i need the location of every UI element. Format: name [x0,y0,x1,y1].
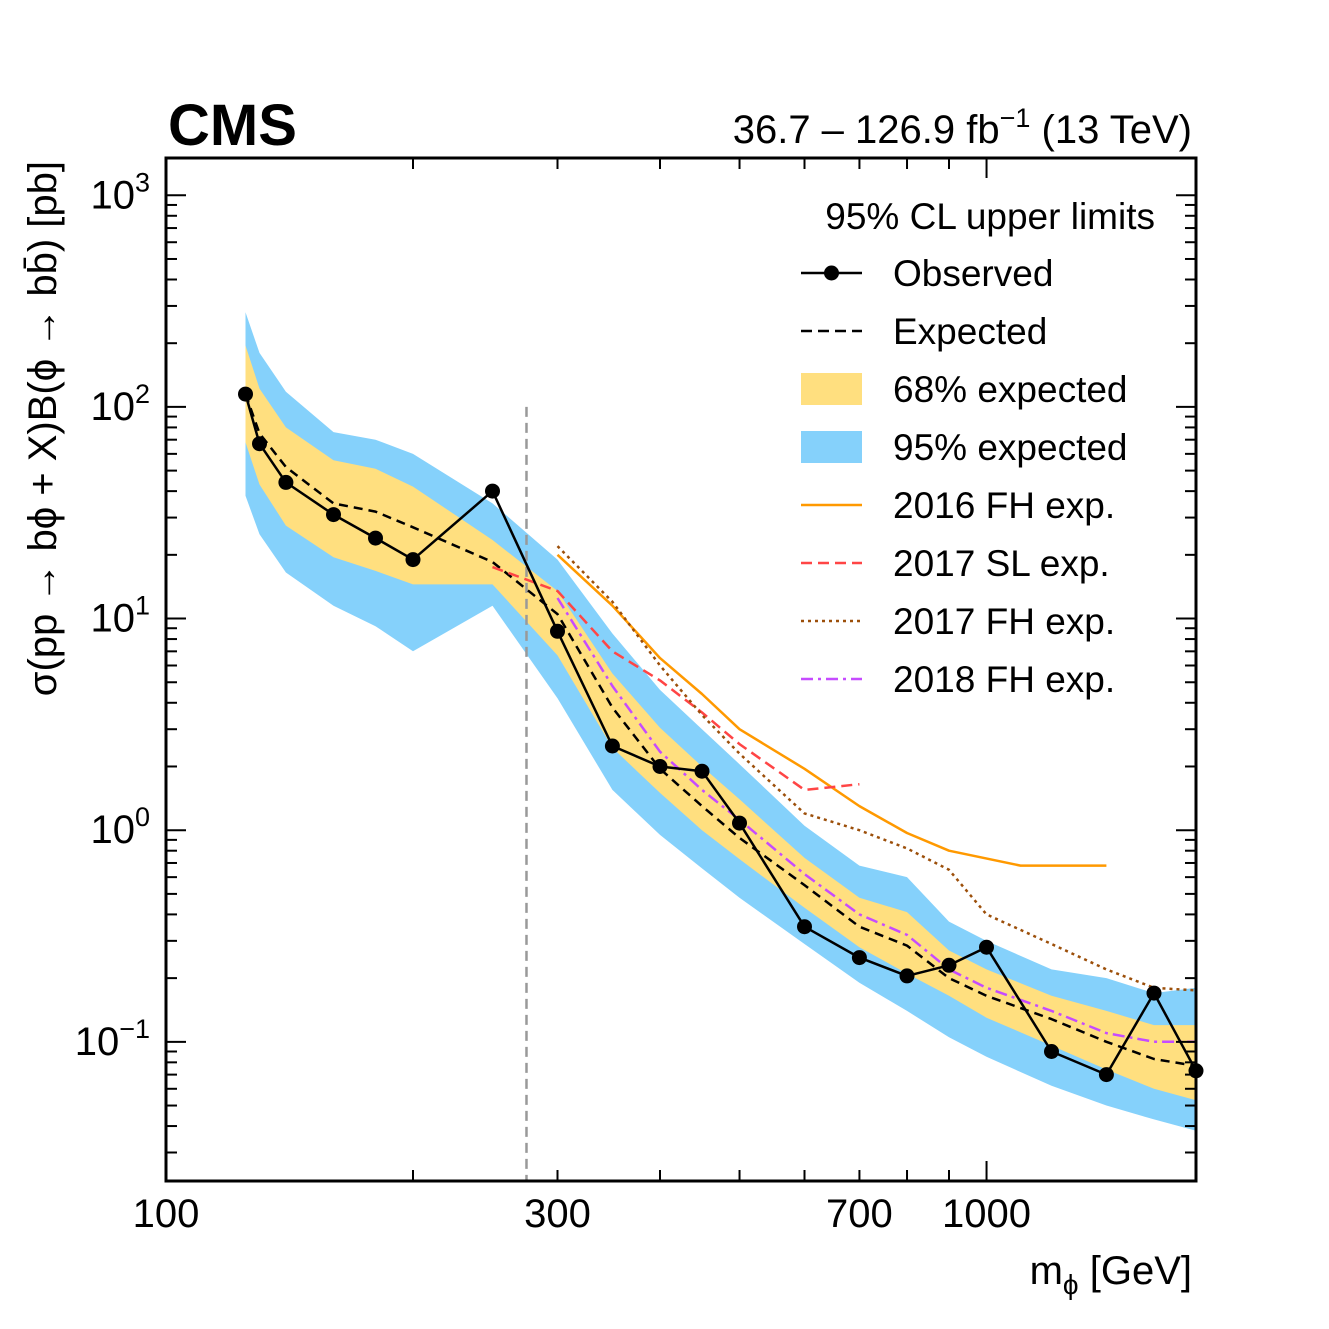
legend-label-band95: 95% expected [893,427,1128,468]
band68-band [245,345,1196,1101]
observed-point [899,968,915,984]
fh2016-line [556,553,1107,867]
legend-marker-observed [824,265,839,281]
plot-frame [164,156,1198,1183]
y-tick-label: 10−1 [75,1014,150,1064]
x-tick-label: 700 [826,1192,893,1236]
legend: 95% CL upper limits Observed Expected 68% … [801,196,1155,700]
axis-tick-labels: 100 300 700 1000 10−1 100 101 102 103 [75,167,1031,1236]
lumi-label: 36.7 – 126.9 fb−1 (13 TeV) [733,103,1192,152]
legend-label-expected: Expected [893,311,1047,352]
experiment-label: CMS [168,93,297,158]
observed-point [979,939,994,955]
axis-ticks [165,158,1196,1181]
observed-point [604,738,620,754]
x-tick-label: 300 [524,1192,591,1236]
band95-band [245,312,1196,1131]
observed-point [732,815,747,831]
observed-point [485,483,500,499]
observed-point [252,436,267,452]
legend-swatch-band68 [801,373,862,405]
observed-point [550,623,565,639]
observed-point [941,957,957,973]
fh2017-line [556,545,1197,992]
observed-point [368,530,383,546]
legend-swatch-band95 [801,431,862,463]
sl2017-line [492,565,860,792]
observed-point [797,919,812,935]
legend-label-observed: Observed [893,253,1053,294]
x-axis-label: mϕ [GeV] [1030,1249,1192,1300]
observed-point [405,552,421,568]
expected-line [244,393,1197,1068]
observed-point [238,386,253,402]
observed-point [694,763,710,779]
y-axis-label: σ(pp → bϕ + X)B(ϕ → bb̄) [pb] [21,161,65,696]
legend-label-sl2017: 2017 SL exp. [893,543,1110,584]
expected-bands [245,312,1196,1131]
x-tick-label: 1000 [942,1192,1031,1236]
legend-label-fh2017: 2017 FH exp. [893,601,1115,642]
legend-label-fh2016: 2016 FH exp. [893,485,1115,526]
observed-point [326,507,341,523]
y-tick-label: 103 [90,167,150,217]
observed-point [1044,1044,1059,1059]
y-tick-label: 102 [90,379,150,429]
legend-label-band68: 68% expected [893,369,1128,410]
observed-markers [238,386,1204,1083]
observed-point [1146,985,1162,1001]
legend-label-fh2018: 2018 FH exp. [893,659,1115,700]
observed-point [278,474,294,490]
observed-point [652,759,668,774]
observed-point [851,950,867,966]
y-tick-label: 100 [90,802,150,852]
observed-point [1098,1067,1114,1083]
y-tick-label: 101 [90,591,150,641]
legend-title: 95% CL upper limits [825,196,1155,237]
fh2018-line [556,597,1196,1044]
x-tick-label: 100 [133,1192,200,1236]
